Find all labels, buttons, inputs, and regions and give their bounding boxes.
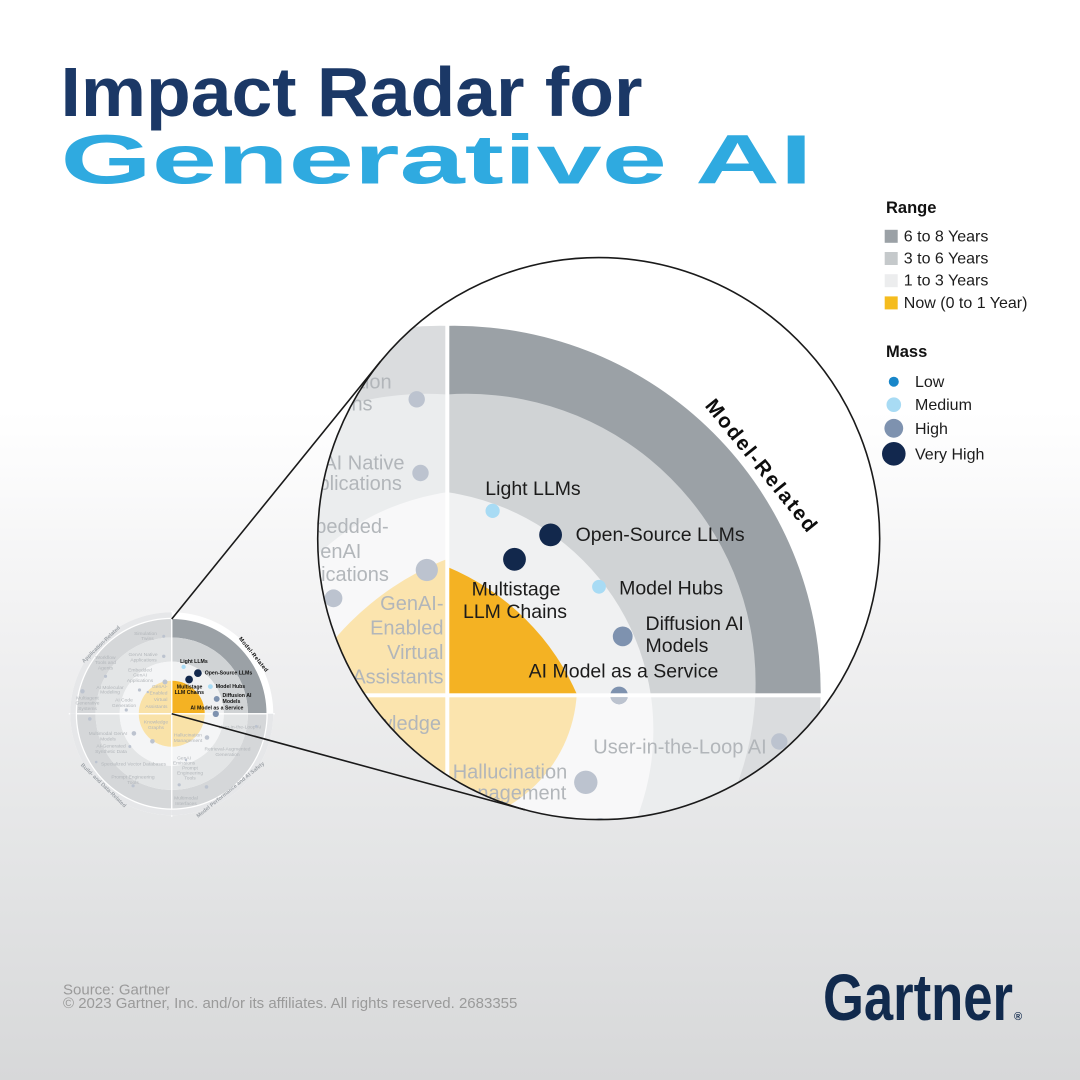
svg-text:Assistants: Assistants [145, 704, 168, 710]
svg-text:Prompt: Prompt [182, 766, 198, 772]
svg-text:Synthetic Data: Synthetic Data [95, 749, 127, 755]
svg-text:Light LLMs: Light LLMs [485, 478, 581, 500]
svg-text:Multimodal: Multimodal [174, 796, 198, 802]
svg-text:GenAI-: GenAI- [152, 684, 168, 690]
svg-text:GenAI Native: GenAI Native [286, 453, 405, 475]
svg-text:AI-Generated: AI-Generated [96, 744, 126, 750]
svg-text:Tools: Tools [127, 780, 139, 786]
svg-text:AI Code: AI Code [115, 698, 133, 704]
svg-text:Virtual: Virtual [154, 697, 168, 703]
svg-text:Generative AI: Generative AI [61, 121, 813, 199]
svg-text:Tools and: Tools and [95, 660, 116, 666]
svg-text:Light LLMs: Light LLMs [180, 659, 208, 665]
svg-text:Now (0 to 1 Year): Now (0 to 1 Year) [904, 295, 1028, 312]
svg-text:Retrieval-Augmented: Retrieval-Augmented [205, 747, 251, 753]
svg-text:Multistage: Multistage [472, 579, 561, 601]
svg-text:Medium: Medium [915, 397, 972, 414]
svg-text:Mass: Mass [886, 343, 927, 361]
svg-text:Virtual: Virtual [387, 642, 443, 664]
svg-text:LLM Chains: LLM Chains [463, 601, 567, 623]
svg-text:1 to 3 Years: 1 to 3 Years [904, 273, 989, 290]
svg-text:Simulation: Simulation [134, 631, 157, 637]
svg-text:Generative: Generative [76, 701, 100, 707]
svg-text:Source: Gartner: Source: Gartner [63, 982, 170, 999]
svg-text:GenAI: GenAI [305, 541, 362, 563]
svg-text:Open-Source LLMs: Open-Source LLMs [576, 524, 745, 546]
svg-text:Specialized Vector Databases: Specialized Vector Databases [101, 762, 167, 768]
svg-text:Open-Source LLMs: Open-Source LLMs [205, 671, 253, 677]
svg-text:Embedded: Embedded [128, 667, 152, 673]
svg-text:Knowledge: Knowledge [144, 719, 168, 725]
svg-text:High: High [915, 421, 948, 438]
svg-text:Graphs: Graphs [148, 725, 165, 731]
svg-text:AI Model as a Service: AI Model as a Service [529, 661, 719, 683]
svg-text:Management: Management [174, 738, 203, 744]
svg-text:Enabled: Enabled [150, 691, 168, 697]
svg-text:Assistants: Assistants [352, 667, 443, 689]
svg-text:Agents: Agents [98, 666, 114, 672]
svg-text:Range: Range [886, 199, 936, 217]
svg-text:3 to 6 Years: 3 to 6 Years [904, 251, 989, 268]
svg-text:Multiagent: Multiagent [76, 696, 99, 702]
svg-text:Systems: Systems [78, 706, 97, 712]
svg-text:Low: Low [915, 374, 945, 391]
svg-text:Interfaces: Interfaces [175, 801, 197, 807]
svg-text:Generation: Generation [112, 703, 136, 709]
svg-text:Tools: Tools [184, 776, 196, 782]
svg-text:User-in-the-Loop AI: User-in-the-Loop AI [593, 737, 766, 759]
svg-text:AI Model as a Service: AI Model as a Service [190, 705, 243, 711]
svg-text:Embedded-: Embedded- [285, 516, 388, 538]
svg-text:Modeling: Modeling [100, 690, 120, 696]
svg-text:Generation: Generation [215, 752, 239, 758]
svg-text:Models: Models [223, 699, 241, 705]
svg-text:User-in-the-Loop AI: User-in-the-Loop AI [219, 725, 261, 731]
svg-text:GenAI-: GenAI- [380, 593, 443, 615]
svg-text:Hallucination: Hallucination [453, 762, 568, 784]
svg-text:Applications: Applications [294, 473, 402, 495]
svg-text:Gartner: Gartner [823, 960, 1013, 1034]
svg-text:Enabled: Enabled [370, 618, 443, 640]
svg-text:GenAI: GenAI [177, 756, 191, 762]
svg-text:AI Molecular: AI Molecular [96, 685, 124, 691]
svg-text:Emissions: Emissions [173, 761, 196, 767]
svg-text:Twins: Twins [141, 636, 154, 642]
svg-text:Very High: Very High [915, 446, 984, 463]
svg-text:Applications: Applications [281, 564, 389, 586]
svg-text:Multistage: Multistage [177, 685, 203, 691]
svg-text:Prompt Engineering: Prompt Engineering [111, 775, 155, 781]
svg-text:Impact Radar for: Impact Radar for [61, 53, 643, 131]
svg-text:© 2023 Gartner, Inc. and/or it: © 2023 Gartner, Inc. and/or its affiliat… [63, 995, 517, 1012]
svg-text:Hallucination: Hallucination [174, 733, 202, 739]
svg-text:Engineering: Engineering [177, 771, 203, 777]
svg-text:Models: Models [100, 737, 116, 743]
svg-text:Applications: Applications [130, 657, 157, 663]
svg-text:Diffusion AI: Diffusion AI [646, 613, 744, 635]
svg-text:Workflow: Workflow [95, 655, 115, 661]
svg-text:LLM Chains: LLM Chains [175, 690, 205, 696]
svg-text:Model Hubs: Model Hubs [619, 577, 723, 599]
svg-text:Applications: Applications [127, 678, 154, 684]
svg-text:GenAI Native: GenAI Native [128, 652, 157, 658]
svg-text:GenAI: GenAI [133, 672, 147, 678]
svg-text:Model Hubs: Model Hubs [216, 684, 246, 690]
svg-text:®: ® [1014, 1011, 1022, 1023]
svg-text:Models: Models [646, 635, 709, 657]
svg-text:Multimodal GenAI: Multimodal GenAI [89, 731, 128, 737]
svg-text:6 to 8 Years: 6 to 8 Years [904, 228, 989, 245]
svg-text:Diffusion AI: Diffusion AI [223, 693, 252, 699]
